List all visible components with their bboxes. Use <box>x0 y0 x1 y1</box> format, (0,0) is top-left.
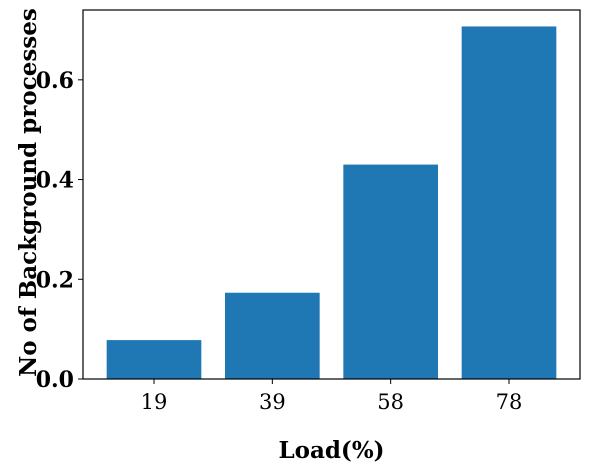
y-axis-label: No of Background processes <box>15 8 42 377</box>
y-tick-label: 0.6 <box>36 68 74 94</box>
bar-19 <box>106 340 202 379</box>
bar-78 <box>461 26 557 379</box>
plot-area-frame <box>82 9 581 380</box>
bar-39 <box>225 292 320 379</box>
x-axis-label: Load(%) <box>278 437 384 464</box>
x-tick-label: 78 <box>496 390 523 414</box>
y-tick-label: 0.4 <box>36 168 74 194</box>
x-axis-ticks: 19 39 58 78 <box>141 379 523 414</box>
y-axis-ticks: 0.0 0.2 0.4 0.6 <box>36 68 83 393</box>
y-tick-label: 0.0 <box>36 367 74 393</box>
y-tick-label: 0.2 <box>36 267 74 293</box>
x-tick-label: 58 <box>377 390 404 414</box>
x-tick-label: 19 <box>141 390 168 414</box>
bar-58 <box>343 164 438 379</box>
bars <box>106 26 557 379</box>
x-tick-label: 39 <box>259 390 286 414</box>
